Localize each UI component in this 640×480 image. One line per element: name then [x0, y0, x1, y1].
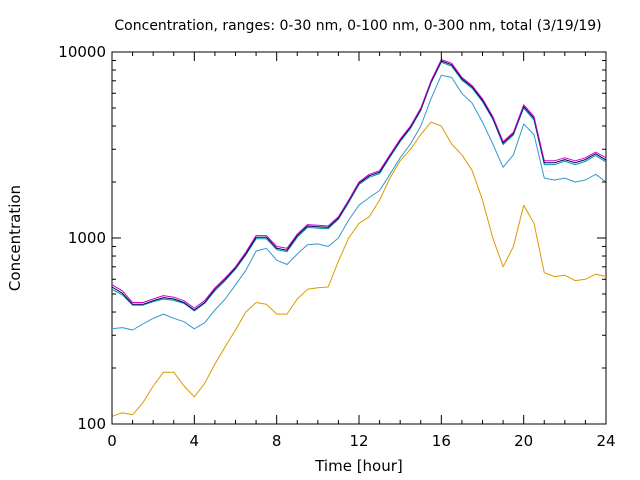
- y-tick-label: 1000: [68, 229, 106, 247]
- x-tick-label: 0: [107, 432, 117, 450]
- series-line-1: [111, 59, 607, 309]
- x-tick-label: 12: [349, 432, 368, 450]
- series-layer: [111, 59, 607, 417]
- x-tick-label: 20: [514, 432, 533, 450]
- y-tick-label: 10000: [58, 43, 106, 61]
- chart-title: Concentration, ranges: 0-30 nm, 0-100 nm…: [114, 18, 601, 34]
- series-line-3: [111, 61, 607, 312]
- plot-frame: [111, 51, 607, 425]
- series-line-4: [111, 74, 607, 331]
- x-tick-label: 24: [596, 432, 615, 450]
- x-axis-label: Time [hour]: [314, 457, 403, 475]
- tick-layer: 0 4 8 12 16 20 24 100 1000 10000: [58, 43, 615, 450]
- y-tick-label: 100: [77, 415, 106, 433]
- series-line-5: [111, 121, 607, 417]
- x-tick-label: 16: [432, 432, 451, 450]
- x-tick-label: 8: [272, 432, 282, 450]
- x-tick-label: 4: [190, 432, 200, 450]
- series-line-2: [111, 60, 607, 311]
- y-axis-label: Concentration: [6, 185, 24, 291]
